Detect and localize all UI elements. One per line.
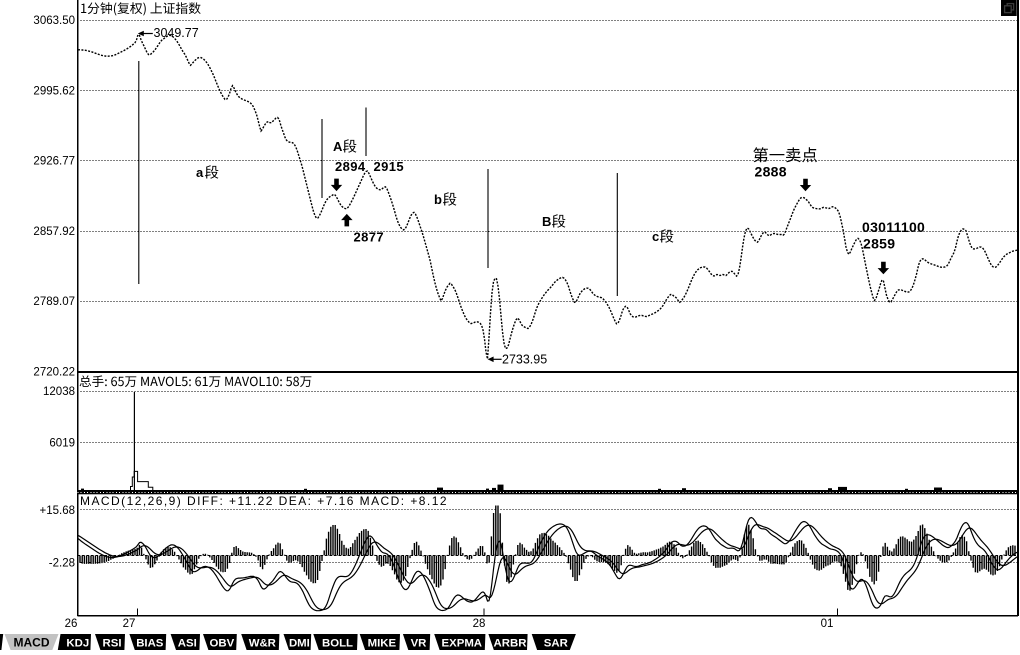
- svg-text:EXPMA: EXPMA: [442, 637, 483, 649]
- svg-text:01: 01: [821, 618, 834, 630]
- svg-text:2888: 2888: [755, 163, 787, 179]
- svg-text:OBV: OBV: [210, 637, 235, 649]
- svg-text:3063.50: 3063.50: [33, 15, 75, 27]
- svg-text:VR: VR: [411, 637, 427, 649]
- svg-text:a: a: [196, 165, 204, 180]
- svg-text:2995.62: 2995.62: [33, 86, 75, 98]
- svg-text:2857.92: 2857.92: [33, 226, 75, 238]
- svg-text:03011100: 03011100: [862, 219, 925, 235]
- svg-text:2733.95: 2733.95: [502, 353, 547, 367]
- svg-text:27: 27: [123, 618, 136, 630]
- svg-text:MACD: MACD: [14, 635, 50, 649]
- svg-text:b: b: [434, 192, 442, 207]
- svg-text:SAR: SAR: [544, 637, 568, 649]
- svg-text:ASI: ASI: [178, 637, 197, 649]
- svg-text:2926.77: 2926.77: [33, 156, 75, 168]
- svg-text:+15.68: +15.68: [40, 505, 76, 517]
- svg-text:c: c: [652, 229, 659, 244]
- svg-text:W&R: W&R: [249, 637, 276, 649]
- svg-text:6019: 6019: [49, 438, 75, 450]
- svg-text:A: A: [333, 139, 343, 154]
- svg-text:26: 26: [65, 618, 78, 630]
- svg-text:2915: 2915: [374, 159, 405, 174]
- svg-text:BIAS: BIAS: [136, 637, 164, 649]
- svg-text:2789.07: 2789.07: [33, 296, 75, 308]
- svg-text:RSI: RSI: [103, 637, 122, 649]
- svg-text:28: 28: [473, 618, 486, 630]
- svg-text:2894: 2894: [335, 159, 366, 174]
- svg-text:2877: 2877: [354, 230, 385, 245]
- svg-text:DMI: DMI: [289, 637, 310, 649]
- svg-text:ARBR: ARBR: [494, 637, 527, 649]
- svg-text:BOLL: BOLL: [322, 637, 353, 649]
- svg-text:MACD(12,26,9) DIFF: +11.22 DEA: MACD(12,26,9) DIFF: +11.22 DEA: +7.16 MA…: [80, 494, 448, 508]
- svg-text:3049.77: 3049.77: [154, 26, 199, 40]
- svg-text:KDJ: KDJ: [66, 637, 89, 649]
- svg-text:B: B: [542, 214, 551, 229]
- svg-text:2859: 2859: [863, 236, 895, 252]
- svg-text:MIKE: MIKE: [368, 637, 397, 649]
- svg-text:-2.28: -2.28: [49, 558, 75, 570]
- svg-text:12038: 12038: [43, 386, 75, 398]
- svg-text:2720.22: 2720.22: [33, 367, 75, 379]
